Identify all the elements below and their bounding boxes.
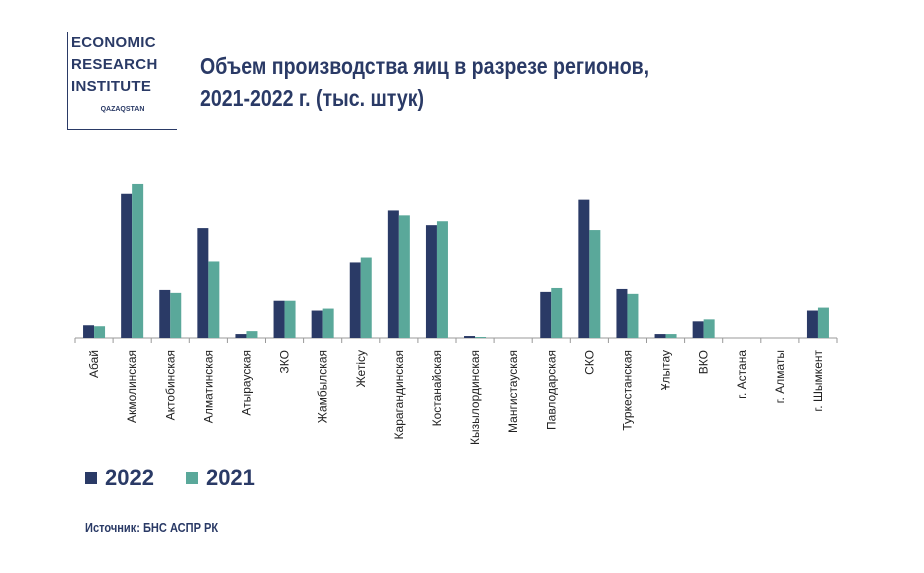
bar-2021 — [665, 334, 677, 338]
legend-item-2021: 2021 — [185, 465, 255, 491]
x-tick-label: г. Алматы — [773, 350, 787, 403]
bar-2021 — [703, 319, 715, 338]
bar-2022 — [540, 291, 552, 338]
logo-line: INSTITUTE — [71, 78, 152, 95]
bar-2022 — [235, 334, 247, 338]
x-tick-label: ВКО — [697, 350, 711, 374]
x-tick-label: Кызылординская — [468, 350, 482, 445]
logo-sub: QAZAQSTAN — [100, 106, 145, 113]
x-tick-label: Абай — [87, 350, 101, 378]
x-tick-label: Акмолинская — [125, 350, 139, 423]
x-tick-label: Костанайская — [430, 350, 444, 426]
bar-2021 — [284, 300, 296, 338]
bar-2022 — [387, 210, 399, 338]
source-note: Источник: БНС АСПР РК — [85, 520, 219, 535]
logo: ECONOMIC RESEARCH INSTITUTE QAZAQSTAN — [67, 32, 177, 130]
bar-2022 — [159, 289, 171, 338]
title-line: 2021-2022 г. (тыс. штук) — [200, 85, 425, 111]
x-tick-label: Туркестанская — [620, 350, 634, 431]
bar-2022 — [311, 310, 323, 338]
bar-2022 — [578, 199, 590, 338]
x-tick-label: Жетісу — [354, 350, 368, 387]
bar-2021 — [94, 326, 106, 338]
bar-2021 — [589, 230, 601, 338]
bar-2022 — [425, 225, 437, 338]
x-tick-label: Алматинская — [201, 350, 215, 423]
bar-2022 — [654, 334, 666, 338]
bar-2022 — [616, 288, 628, 338]
bar-2021 — [132, 183, 144, 338]
x-tick-label: Карагандинская — [392, 350, 406, 439]
legend-swatch — [85, 472, 97, 484]
legend: 2022 2021 — [85, 465, 255, 491]
x-tick-label: Мангистауская — [506, 350, 520, 433]
legend-label: 2021 — [205, 465, 255, 490]
legend-item-2022: 2022 — [85, 465, 154, 491]
x-tick-label: СКО — [582, 350, 596, 375]
bar-2022 — [692, 321, 704, 338]
bar-2021 — [246, 331, 258, 338]
x-tick-label: Жамбылская — [316, 350, 330, 423]
legend-label: 2022 — [105, 465, 154, 490]
bar-2021 — [322, 308, 334, 338]
x-tick-label: ЗКО — [278, 350, 292, 373]
bar-2022 — [806, 310, 818, 338]
bar-2022 — [273, 300, 285, 338]
bar-2021 — [360, 257, 372, 338]
bar-2021 — [475, 337, 487, 338]
x-tick-label: Павлодарская — [544, 350, 558, 430]
bar-2022 — [121, 193, 133, 338]
chart-title: Объем производства яиц в разрезе регионо… — [200, 50, 649, 114]
bar-2022 — [83, 325, 95, 338]
title-line: Объем производства яиц в разрезе регионо… — [200, 53, 650, 79]
bar-2021 — [170, 292, 182, 338]
bar-2022 — [349, 262, 361, 338]
bar-2022 — [464, 336, 476, 338]
logo-line: ECONOMIC — [71, 34, 156, 51]
logo-line: RESEARCH — [71, 56, 158, 73]
bar-2021 — [817, 307, 829, 338]
bar-2021 — [398, 215, 410, 338]
bar-2021 — [627, 293, 639, 338]
x-tick-label: Ұлытау — [659, 350, 673, 390]
x-tick-label: Актобинская — [163, 350, 177, 420]
bar-2021 — [208, 261, 220, 338]
x-tick-label: г. Астана — [735, 350, 749, 399]
bar-2021 — [436, 221, 448, 338]
x-tick-label: г. Шымкент — [811, 350, 825, 412]
bar-chart: Абай Акмолинская Актобинская Алматинская Аты… — [74, 183, 838, 445]
x-tick-label: Атырауская — [239, 350, 253, 416]
bar-2021 — [551, 287, 563, 338]
legend-swatch — [185, 472, 198, 484]
bar-2022 — [197, 228, 209, 338]
